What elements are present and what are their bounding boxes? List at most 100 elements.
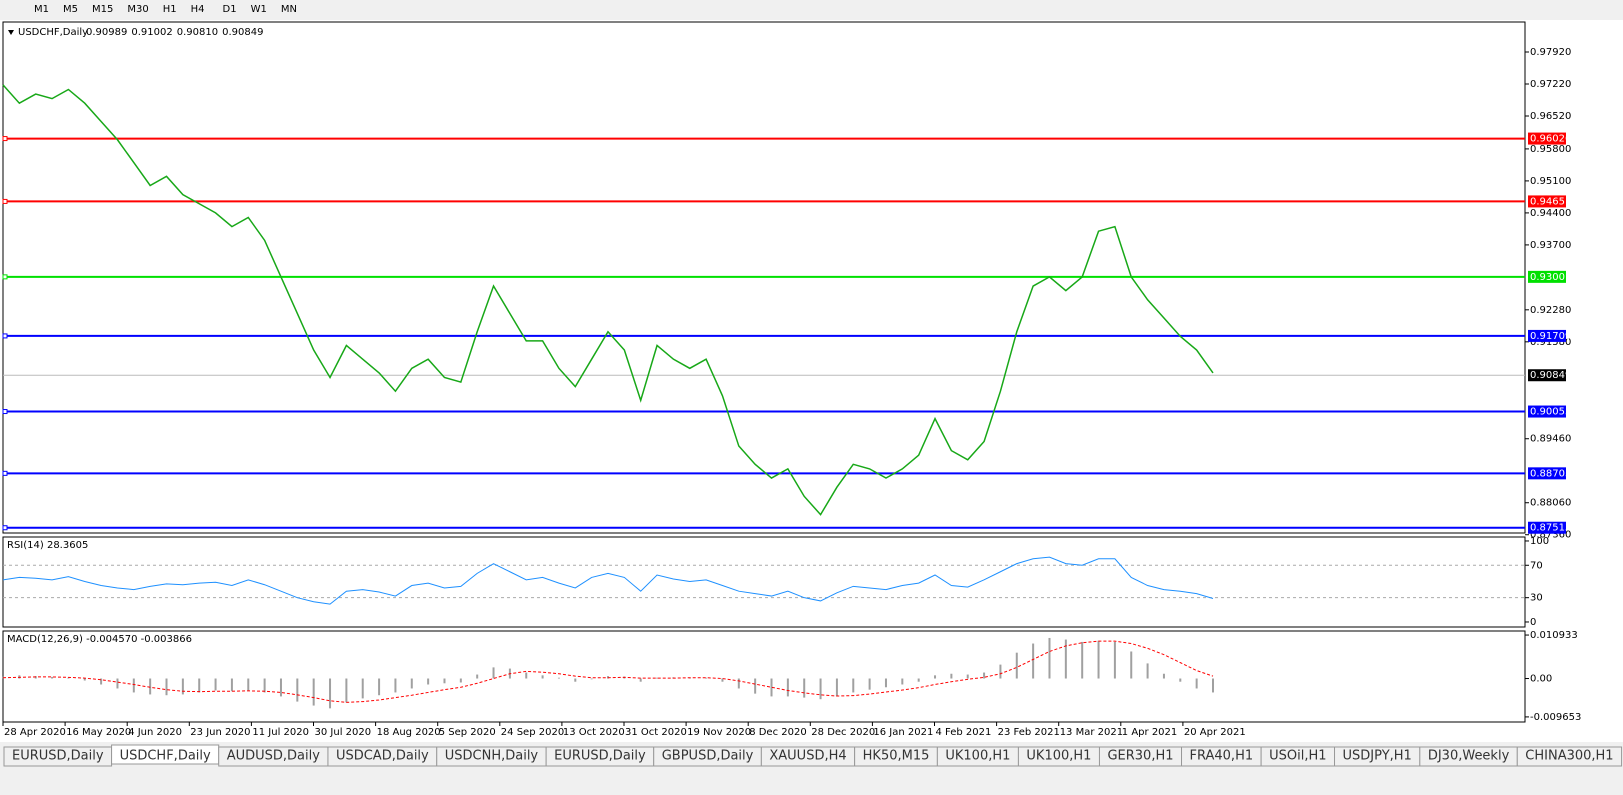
- y-tick-label: 0.010933: [1530, 630, 1578, 641]
- tab-label[interactable]: USDCHF,Daily: [120, 749, 211, 764]
- tab-label[interactable]: GER30,H1: [1107, 749, 1173, 764]
- x-tick-label: 24 Sep 2020: [501, 727, 564, 738]
- timeframe-button[interactable]: M30: [127, 4, 148, 15]
- timeframe-button[interactable]: M1: [34, 4, 49, 15]
- timeframe-button[interactable]: M15: [92, 4, 113, 15]
- level-marker: [2, 409, 8, 415]
- level-label: 0.96026: [1530, 134, 1571, 145]
- timeframe-button[interactable]: MN: [281, 4, 297, 15]
- macd-bar: [1113, 641, 1116, 679]
- timeframe-button[interactable]: H4: [191, 4, 205, 15]
- y-tick-label: 0.94400: [1530, 208, 1571, 219]
- macd-bar: [754, 678, 757, 694]
- level-label: 0.88703: [1530, 468, 1571, 479]
- macd-bar: [868, 678, 871, 690]
- x-tick-label: 20 Apr 2021: [1184, 727, 1246, 738]
- tab-label[interactable]: EURUSD,Daily: [554, 749, 646, 764]
- macd-bar: [67, 677, 70, 679]
- timeframe-button[interactable]: H1: [163, 4, 177, 15]
- tab-label[interactable]: EURUSD,Daily: [12, 749, 104, 764]
- x-tick-label: 18 Aug 2020: [377, 727, 441, 738]
- x-tick-label: 4 Jun 2020: [128, 727, 182, 738]
- x-tick-label: 31 Oct 2020: [625, 727, 687, 738]
- y-tick-label: 0.92280: [1530, 305, 1571, 316]
- timeframe-button[interactable]: D1: [223, 4, 237, 15]
- macd-bar: [688, 678, 691, 679]
- x-tick-label: 23 Jun 2020: [190, 727, 250, 738]
- y-tick-label: 0.97220: [1530, 79, 1571, 90]
- ohlc-value: 0.91002: [131, 27, 172, 38]
- x-tick-label: 28 Dec 2020: [811, 727, 875, 738]
- level-tag: [1528, 195, 1566, 208]
- y-tick-label: 0.87360: [1530, 530, 1571, 541]
- macd-bar: [721, 678, 724, 682]
- tab-label[interactable]: XAUUSD,H4: [769, 749, 846, 764]
- level-marker: [2, 470, 8, 476]
- tab-label[interactable]: UK100,H1: [945, 749, 1010, 764]
- macd-bar: [1212, 678, 1214, 693]
- tab-label[interactable]: UK100,H1: [1026, 749, 1091, 764]
- macd-bar: [394, 678, 397, 693]
- tab-label[interactable]: USDCAD,Daily: [336, 749, 429, 764]
- ohlc-value: 0.90849: [222, 27, 263, 38]
- macd-bar: [541, 675, 544, 679]
- x-tick-label: 5 Sep 2020: [439, 727, 496, 738]
- macd-bar: [884, 678, 887, 688]
- y-tick-label: 0.97920: [1530, 47, 1571, 58]
- x-tick-label: 13 Oct 2020: [563, 727, 625, 738]
- macd-bar: [132, 678, 135, 693]
- macd-bar: [116, 678, 119, 689]
- y-tick-label: 0.00: [1530, 674, 1552, 685]
- current-price-tag: [1528, 369, 1566, 382]
- macd-bar: [557, 677, 560, 679]
- tab-label[interactable]: FRA40,H1: [1190, 749, 1254, 764]
- macd-bar: [639, 678, 642, 682]
- ohlc-value: 0.90810: [177, 27, 218, 38]
- level-marker: [2, 274, 8, 280]
- level-marker: [2, 198, 8, 204]
- tab[interactable]: [1516, 746, 1623, 767]
- level-label: 0.94651: [1530, 196, 1571, 207]
- y-tick-label: 0.91580: [1530, 337, 1571, 348]
- ohlc-value: 0.90989: [86, 27, 127, 38]
- timeframe-button[interactable]: M5: [63, 4, 78, 15]
- y-tick-label: 0.93700: [1530, 240, 1571, 251]
- tab-label[interactable]: USDCNH,Daily: [445, 749, 539, 764]
- level-tag: [1528, 329, 1566, 342]
- tab-label[interactable]: DJ30,Weekly: [1428, 749, 1510, 764]
- tab-label[interactable]: GBPUSD,Daily: [662, 749, 754, 764]
- macd-bar: [361, 678, 364, 699]
- toolbar: [0, 0, 1623, 20]
- tab-label[interactable]: USOil,H1: [1269, 749, 1326, 764]
- macd-bar: [983, 672, 986, 679]
- macd-bar: [786, 678, 789, 697]
- level-label: 0.90055: [1530, 407, 1571, 418]
- tab-label[interactable]: AUDUSD,Daily: [227, 749, 321, 764]
- x-tick-label: 19 Nov 2020: [687, 727, 751, 738]
- tab-label[interactable]: USDJPY,H1: [1343, 749, 1412, 764]
- x-tick-label: 8 Dec 2020: [749, 727, 807, 738]
- macd-bar: [525, 672, 528, 679]
- level-tag: [1528, 521, 1566, 534]
- level-label: 0.91709: [1530, 331, 1571, 342]
- macd-bar: [459, 678, 462, 683]
- macd-bar: [165, 678, 168, 696]
- macd-bar: [999, 664, 1002, 679]
- level-label: 0.87513: [1530, 523, 1571, 534]
- macd-bar: [247, 678, 250, 691]
- macd-bar: [1015, 652, 1018, 679]
- timeframe-button[interactable]: W1: [251, 4, 267, 15]
- level-tag: [1528, 132, 1566, 145]
- tab-label[interactable]: HK50,M15: [863, 749, 930, 764]
- y-tick-label: 70: [1530, 560, 1543, 571]
- x-tick-label: 16 May 2020: [66, 727, 131, 738]
- macd-bar: [296, 678, 299, 702]
- menu-arrow: [8, 30, 14, 35]
- tab-label[interactable]: CHINA300,H1: [1525, 749, 1613, 764]
- x-tick-label: 16 Jan 2021: [873, 727, 933, 738]
- macd-bar: [1179, 678, 1182, 682]
- macd-bar: [656, 677, 659, 679]
- macd-bar: [83, 678, 86, 681]
